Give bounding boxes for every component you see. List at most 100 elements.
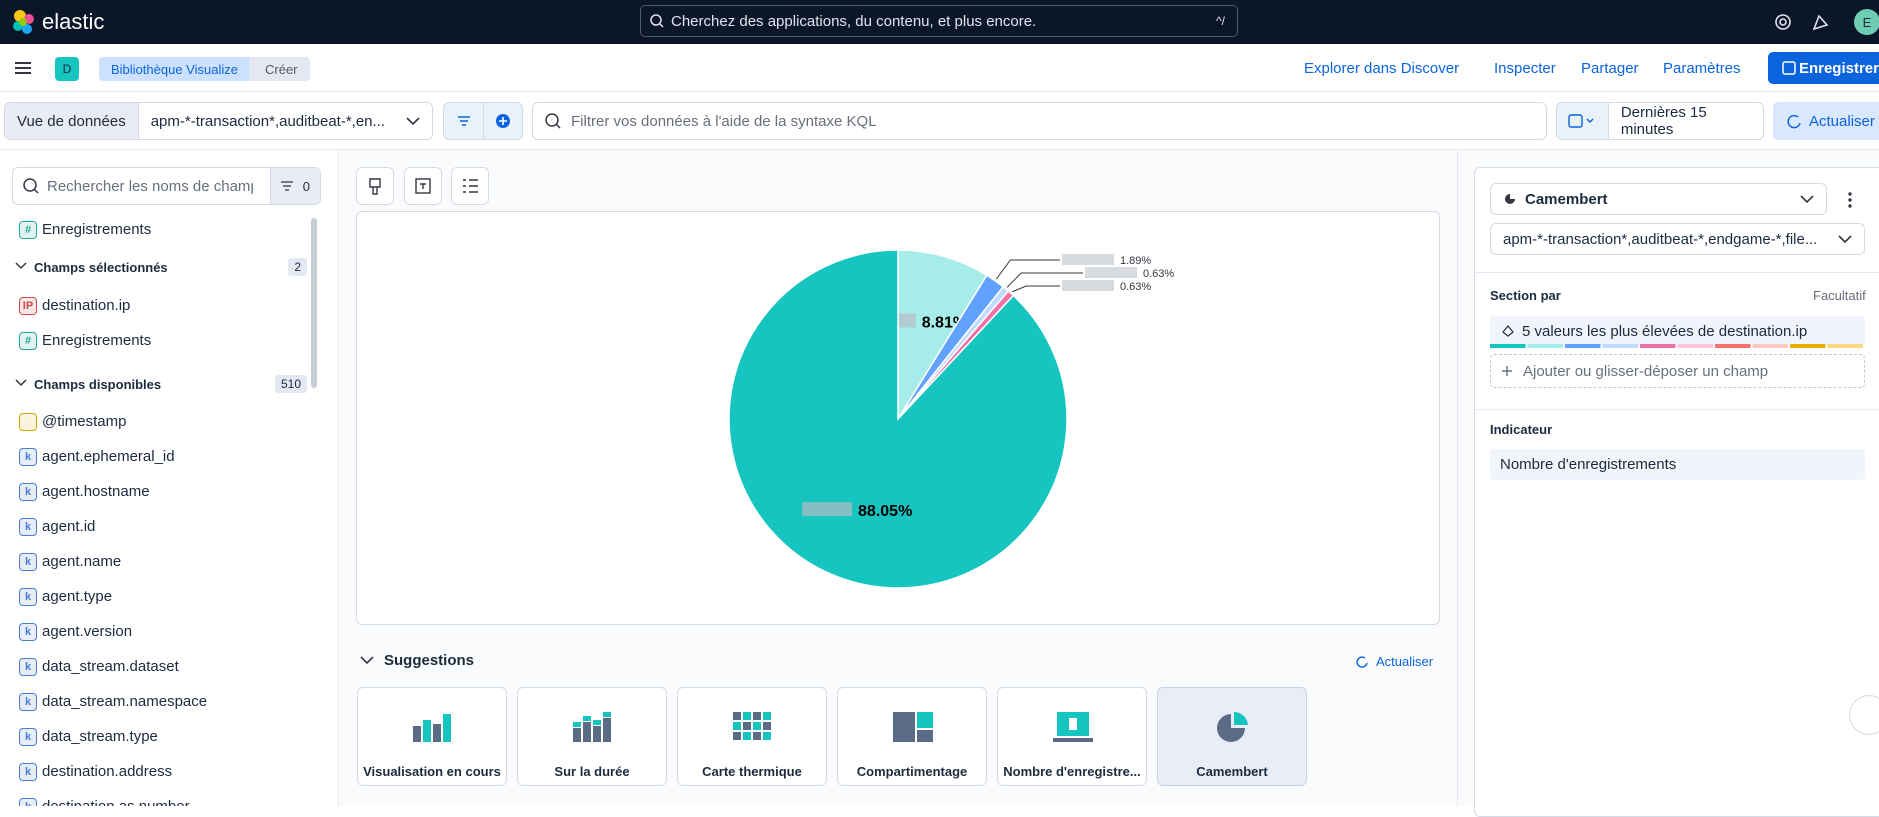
field-group-count: 510 [275, 375, 307, 393]
scrollbar [311, 218, 317, 388]
palette-swatch [1828, 344, 1864, 348]
metric-button[interactable]: Nombre d'enregistrements [1490, 449, 1865, 480]
field-search[interactable]: Rechercher les noms de champ 0 [12, 167, 321, 205]
field-type-glyph: k [25, 661, 31, 673]
group-title: Section par [1490, 288, 1561, 303]
breadcrumb[interactable]: Bibliothèque Visualize [99, 57, 262, 81]
add-dimension[interactable]: Ajouter ou glisser-déposer un champ [1490, 354, 1865, 388]
field-type-icon: k [19, 693, 37, 711]
field-name[interactable]: Enregistrements [42, 221, 151, 238]
icon-group [1217, 712, 1248, 742]
suggestion-card[interactable]: Sur la durée [517, 687, 667, 786]
icon-shape [733, 732, 741, 740]
field-search-placeholder: Rechercher les noms de champ [47, 178, 253, 195]
help-icon[interactable] [1772, 11, 1794, 33]
field-group-header[interactable]: Champs disponibles510 [14, 375, 307, 393]
suggestion-card[interactable]: Camembert [1157, 687, 1307, 786]
breadcrumb: Créer [249, 57, 310, 81]
suggestion-label: Nombre d'enregistre... [998, 764, 1146, 779]
icon-group [1053, 712, 1093, 742]
action-link[interactable]: Partager [1581, 60, 1639, 77]
space-badge[interactable]: D [55, 57, 79, 81]
refresh-label: Actualiser [1809, 113, 1875, 130]
group-title: Indicateur [1490, 422, 1552, 437]
field-name[interactable]: destination.address [42, 763, 172, 780]
refresh-button[interactable]: Actualiser [1773, 102, 1879, 140]
separator [1475, 409, 1879, 410]
filter-icon [444, 103, 483, 139]
field-name[interactable]: agent.version [42, 623, 132, 640]
menu-button[interactable] [12, 57, 34, 79]
dimension-button[interactable]: 5 valeurs les plus élevées de destinatio… [1490, 316, 1865, 346]
field-name[interactable]: agent.type [42, 588, 112, 605]
icon-shape [603, 712, 611, 717]
field-type-icon [19, 413, 37, 431]
field-group-header[interactable]: Champs sélectionnés2 [14, 258, 307, 276]
refresh-icon [1785, 113, 1809, 129]
field-name[interactable]: destination.ip [42, 297, 130, 314]
toolbar-button[interactable] [404, 167, 442, 205]
field-type-icon: k [19, 763, 37, 781]
field-name[interactable]: Enregistrements [42, 332, 151, 349]
field-name[interactable]: destination.as.number [42, 798, 190, 806]
layer-data-view[interactable]: apm-*-transaction*,auditbeat-*,endgame-*… [1490, 223, 1865, 255]
field-name[interactable]: data_stream.namespace [42, 693, 207, 710]
field-name[interactable]: @timestamp [42, 413, 126, 430]
suggestions-header[interactable]: Suggestions [358, 652, 474, 669]
kql-input[interactable]: Filtrer vos données à l'aide de la synta… [532, 102, 1547, 140]
field-name[interactable]: agent.hostname [42, 483, 150, 500]
shortcut: ^/ [1216, 14, 1225, 28]
field-type-glyph: k [25, 486, 31, 498]
field-type-icon: k [19, 798, 37, 806]
action-link[interactable]: Paramètres [1663, 60, 1741, 77]
field-name[interactable]: data_stream.dataset [42, 658, 179, 675]
suggestion-label: Sur la durée [518, 764, 666, 779]
field-type-icon: IP [19, 297, 37, 315]
suggestion-card[interactable]: Compartimentage [837, 687, 987, 786]
palette-swatch [1678, 344, 1714, 348]
filter-buttons[interactable] [443, 102, 523, 140]
suggestion-card[interactable]: Carte thermique [677, 687, 827, 786]
field-name[interactable]: agent.ephemeral_id [42, 448, 175, 465]
suggestion-card[interactable]: Visualisation en cours [357, 687, 507, 786]
leader-line [1012, 286, 1060, 292]
slice-label: 0.63% [1143, 268, 1174, 280]
more-button[interactable] [1845, 190, 1855, 210]
save-button[interactable]: Enregistrer [1768, 52, 1879, 84]
field-filter[interactable]: 0 [270, 168, 320, 204]
palette-swatch [1565, 344, 1601, 348]
icon-shape [1069, 718, 1077, 730]
icon-shape [443, 714, 451, 742]
field-type-glyph: IP [23, 300, 33, 312]
suggestion-icon [518, 700, 668, 760]
icon-shape [743, 732, 751, 740]
label-redacted [1062, 254, 1114, 265]
calendar-button [1557, 103, 1609, 139]
suggestions-title: Suggestions [384, 652, 474, 669]
icon-group [573, 712, 611, 742]
data-view-picker[interactable]: Vue de données apm-*-transaction*,auditb… [4, 102, 433, 140]
suggestions-refresh[interactable]: Actualiser [1354, 654, 1433, 669]
chart-type-select[interactable]: Camembert [1490, 183, 1827, 215]
avatar[interactable]: E [1854, 9, 1879, 35]
separator [1475, 272, 1879, 273]
add-dimension-label: Ajouter ou glisser-déposer un champ [1523, 363, 1768, 380]
news-icon[interactable] [1810, 11, 1832, 33]
suggestion-icon [998, 700, 1148, 760]
suggestion-icon [1158, 700, 1308, 760]
global-search[interactable]: Cherchez des applications, du contenu, e… [640, 5, 1238, 37]
field-name[interactable]: agent.id [42, 518, 95, 535]
toolbar-button[interactable] [356, 167, 394, 205]
action-link[interactable]: Inspecter [1494, 60, 1556, 77]
optional-label: Facultatif [1813, 288, 1866, 303]
field-name[interactable]: agent.name [42, 553, 121, 570]
icon-shape [1234, 712, 1248, 725]
field-type-icon: k [19, 448, 37, 466]
toolbar-button[interactable] [451, 167, 489, 205]
action-link[interactable]: Explorer dans Discover [1304, 60, 1459, 77]
field-name[interactable]: data_stream.type [42, 728, 158, 745]
time-picker[interactable]: Dernières 15 minutes [1556, 102, 1764, 140]
suggestion-card[interactable]: Nombre d'enregistre... [997, 687, 1147, 786]
field-type-glyph: k [25, 731, 31, 743]
